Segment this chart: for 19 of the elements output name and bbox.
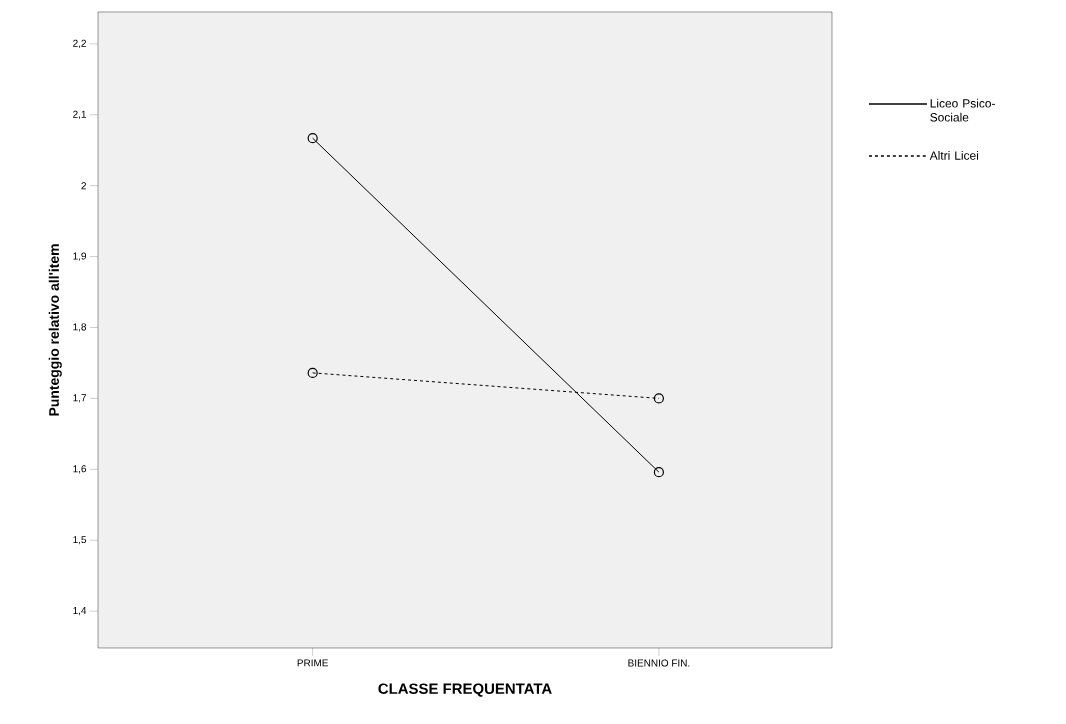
y-tick-label: 1,6 xyxy=(73,465,87,474)
point xyxy=(653,467,664,478)
y-tick-label: 1,7 xyxy=(73,394,86,403)
point xyxy=(307,133,318,144)
y-tick-label: 1,9 xyxy=(73,252,87,261)
legend-label: Altri Licei xyxy=(929,151,979,160)
x-tick-label: PRIME xyxy=(297,659,329,667)
y-tick-label: 1,8 xyxy=(73,323,87,332)
x-axis-title: CLASSE FREQUENTATA xyxy=(378,683,552,697)
y-tick-label: 1,4 xyxy=(73,607,87,616)
y-tick-label: 2,1 xyxy=(73,110,87,119)
legend-label: Liceo Psico-Sociale xyxy=(930,98,995,122)
y-tick-label: 1,5 xyxy=(73,536,87,545)
point xyxy=(307,367,318,378)
y-tick-label: 2,2 xyxy=(73,39,86,49)
y-axis-title: Punteggio relativo all'item xyxy=(48,244,62,416)
point xyxy=(653,393,664,404)
x-tick-label: BIENNIO FIN. xyxy=(628,659,690,667)
y-tick-label: 2 xyxy=(81,182,86,190)
